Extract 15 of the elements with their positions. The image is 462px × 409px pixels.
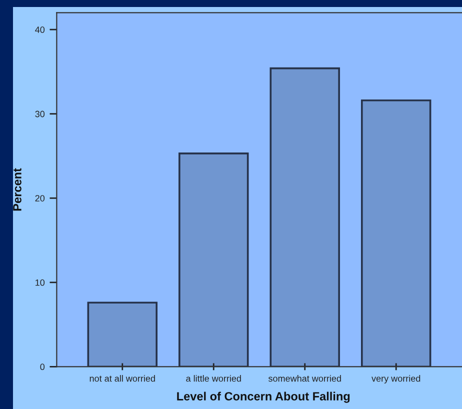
bar: [178, 152, 249, 367]
x-tick-label: a little worried: [186, 375, 241, 382]
x-tick-label: somewhat worried: [268, 375, 341, 382]
y-tick-label: 40: [35, 26, 45, 33]
bar: [270, 67, 340, 367]
bar: [360, 99, 432, 367]
y-tick-label: 20: [35, 195, 45, 202]
x-axis-title: Level of Concern About Falling: [177, 392, 350, 403]
y-axis-title: Percent: [13, 168, 22, 211]
x-tick-label: not at all worried: [90, 375, 155, 382]
x-tick-label: very worried: [372, 375, 420, 384]
y-tick-label: 30: [35, 110, 45, 118]
y-tick-label: 10: [36, 279, 45, 286]
bar: [87, 302, 158, 367]
y-tick-label: 0: [40, 364, 45, 370]
